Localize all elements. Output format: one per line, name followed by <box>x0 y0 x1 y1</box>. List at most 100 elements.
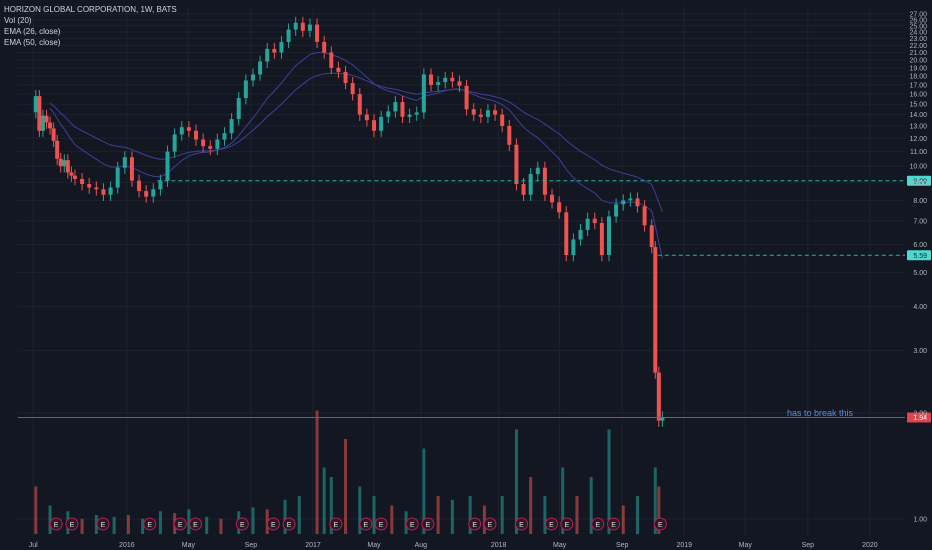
volume-bar <box>94 515 98 534</box>
volume-bar <box>635 496 639 534</box>
candle-body <box>137 180 142 192</box>
volume-bar <box>219 518 223 534</box>
candle-body <box>80 178 85 185</box>
x-tick-label: Sep <box>245 542 258 549</box>
volume-bar <box>450 499 454 534</box>
y-tick-label: 14.00 <box>909 112 927 119</box>
earnings-marker-label: E <box>54 522 59 529</box>
earnings-marker-label: E <box>364 522 369 529</box>
earnings-marker <box>235 517 249 531</box>
x-tick-label: 2018 <box>491 542 507 549</box>
candle-body <box>614 204 619 217</box>
ema-50-line <box>49 72 663 212</box>
level-tag-9.09 <box>907 175 931 186</box>
candle-body <box>557 202 562 213</box>
volume-bar <box>607 429 611 534</box>
candle-body <box>293 22 298 30</box>
volume-bar <box>529 477 533 534</box>
legend-title[interactable]: HORIZON GLOBAL CORPORATION, 1W, BATS <box>4 5 177 14</box>
candle-body <box>528 174 533 195</box>
legend-ema26[interactable]: EMA (26, close) <box>4 27 61 36</box>
candle-body <box>179 127 184 135</box>
earnings-marker-label: E <box>564 522 569 529</box>
earnings-marker <box>143 517 157 531</box>
candle-body <box>535 167 540 175</box>
candle-body <box>436 82 441 85</box>
earnings-marker-label: E <box>519 522 524 529</box>
candle-body <box>44 115 49 123</box>
candle-body <box>507 125 512 145</box>
candle-body <box>599 223 604 256</box>
volume-bar <box>297 496 301 534</box>
volume-bar <box>436 496 440 534</box>
candle-body <box>635 198 640 207</box>
x-tick-label: Aug <box>415 542 428 549</box>
earnings-marker-label: E <box>410 522 415 529</box>
annotation-text[interactable]: has to break this <box>787 408 854 418</box>
y-tick-label: 4.00 <box>913 304 927 311</box>
x-tick-label: May <box>367 542 381 549</box>
candle-body <box>400 102 405 117</box>
level-tag-label: 9.09 <box>913 178 927 185</box>
candle-body <box>656 372 661 421</box>
candle-body <box>606 216 611 256</box>
earnings-marker-label: E <box>271 522 276 529</box>
earnings-marker <box>468 517 482 531</box>
earnings-marker <box>545 517 559 531</box>
candle-body <box>649 225 654 248</box>
y-tick-label: 11.00 <box>910 149 927 156</box>
earnings-marker <box>329 517 343 531</box>
y-tick-label: 1.00 <box>913 517 927 524</box>
volume-bar <box>621 505 625 534</box>
earnings-marker-label: E <box>379 522 384 529</box>
y-tick-label: 27.00 <box>909 12 927 19</box>
candle-body <box>72 175 77 179</box>
earnings-marker <box>49 517 63 531</box>
y-tick-label: 22.00 <box>909 43 927 50</box>
earnings-marker-label: E <box>611 522 616 529</box>
candle-body <box>65 160 70 173</box>
earnings-marker-label: E <box>240 522 245 529</box>
legend-vol[interactable]: Vol (20) <box>4 16 32 25</box>
candle-body <box>172 134 177 152</box>
candle-body <box>229 119 234 134</box>
volume-bar <box>315 410 319 534</box>
candle-body <box>279 41 284 53</box>
volume-bar <box>657 486 661 534</box>
candle-body <box>407 114 412 117</box>
earnings-marker <box>173 517 187 531</box>
candle-body <box>186 127 191 131</box>
x-axis: Jul 2016 May Sep 2017 May Aug 2018 May Sep 2019 May… <box>29 542 878 549</box>
volume-bar <box>283 499 287 534</box>
candles <box>33 16 665 427</box>
candle-body <box>243 80 248 99</box>
candle-body <box>258 61 263 75</box>
candle-body <box>653 247 658 373</box>
volume-bar <box>329 477 333 534</box>
earnings-marker <box>591 517 605 531</box>
volume-bar <box>251 507 255 534</box>
candle-body <box>222 133 227 140</box>
legend-ema50[interactable]: EMA (50, close) <box>4 38 61 47</box>
earnings-marker <box>405 517 419 531</box>
earnings-marker-label: E <box>178 522 183 529</box>
volume-bar <box>589 477 593 534</box>
y-tick-label: 8.00 <box>913 198 927 205</box>
price-levels[interactable]: 9.09 5.59 1.94 <box>18 175 931 423</box>
earnings-marker <box>282 517 296 531</box>
x-tick-label: Jul <box>29 542 38 549</box>
x-tick-label: Sep <box>802 542 815 549</box>
candle-body <box>621 200 626 205</box>
earnings-marker <box>653 517 667 531</box>
earnings-marker <box>607 517 621 531</box>
candle-body <box>393 102 398 112</box>
y-tick-label: 3.00 <box>913 348 927 355</box>
candle-body <box>165 151 170 181</box>
candle-body <box>450 77 455 82</box>
volume-bars <box>34 410 661 534</box>
earnings-marker <box>65 517 79 531</box>
volume-bar <box>205 516 209 534</box>
y-tick-label: 23.00 <box>909 36 927 43</box>
